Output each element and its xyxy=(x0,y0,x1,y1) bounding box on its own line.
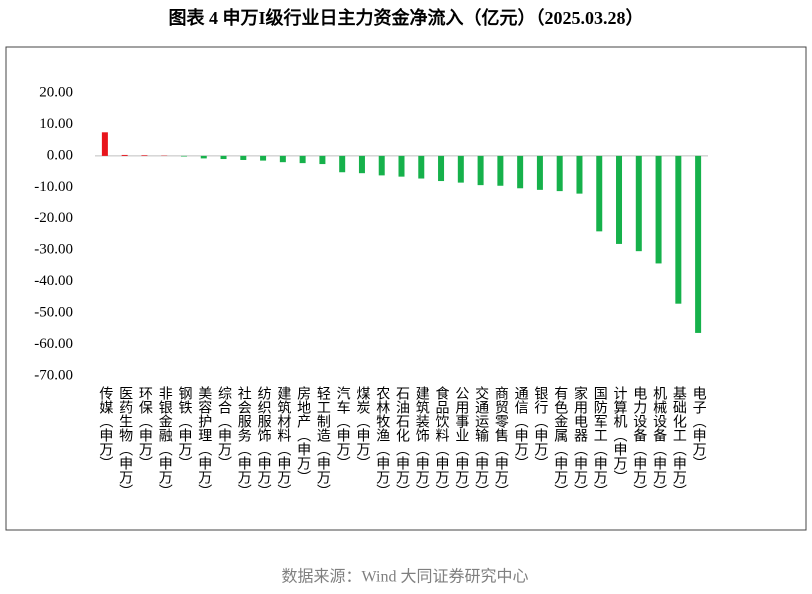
x-tick-label: 机械设备（申万） xyxy=(651,386,667,498)
x-tick-label: 公用事业（申万） xyxy=(453,386,469,498)
bar xyxy=(536,155,543,190)
x-tick-label: 社会服务（申万） xyxy=(236,386,252,498)
x-tick-label: 电力设备（申万） xyxy=(631,386,647,498)
bar xyxy=(299,155,306,164)
x-tick-label: 环保（申万） xyxy=(137,386,153,470)
x-tick-label: 商贸零售（申万） xyxy=(493,386,509,498)
bar xyxy=(260,155,267,161)
x-tick-label: 纺织服饰（申万） xyxy=(256,386,272,498)
x-tick-label: 轻工制造（申万） xyxy=(315,386,331,498)
bar xyxy=(616,155,623,244)
chart-title: 图表 4 申万I级行业日主力资金净流入（亿元）（2025.03.28） xyxy=(168,7,643,28)
y-tick-label: -10.00 xyxy=(34,179,73,195)
bar xyxy=(457,155,464,183)
y-tick-label: -70.00 xyxy=(34,367,73,383)
bar xyxy=(695,155,702,333)
x-tick-label: 美容护理（申万） xyxy=(196,386,212,498)
y-tick-label: -60.00 xyxy=(34,336,73,352)
y-tick-label: -30.00 xyxy=(34,242,73,258)
bar xyxy=(121,154,128,156)
x-tick-label: 国防军工（申万） xyxy=(592,386,608,498)
bar xyxy=(497,155,504,186)
x-tick-label: 非银金融（申万） xyxy=(157,386,173,498)
x-tick-label: 农林牧渔（申万） xyxy=(374,386,390,498)
bar xyxy=(220,155,227,160)
bar xyxy=(378,155,385,176)
y-tick-label: 10.00 xyxy=(39,116,73,132)
bar xyxy=(596,155,603,232)
bar xyxy=(141,155,148,156)
x-tick-label: 房地产（申万） xyxy=(295,386,311,484)
x-tick-label: 传媒（申万） xyxy=(97,386,113,470)
bar xyxy=(279,155,286,163)
y-tick-label: -50.00 xyxy=(34,305,73,321)
bar xyxy=(576,155,583,194)
bar xyxy=(477,155,484,186)
x-tick-label: 通信（申万） xyxy=(513,386,529,470)
x-tick-label: 计算机（申万） xyxy=(612,386,628,484)
x-tick-label: 建筑材料（申万） xyxy=(275,386,291,498)
bar xyxy=(200,155,207,159)
bar xyxy=(319,155,326,165)
bar xyxy=(655,155,662,264)
bar xyxy=(556,155,563,192)
x-tick-label: 综合（申万） xyxy=(216,386,232,470)
bar xyxy=(240,155,247,160)
x-tick-label: 基础化工（申万） xyxy=(671,385,687,498)
x-tick-label: 汽车（申万） xyxy=(335,386,351,470)
y-tick-label: -40.00 xyxy=(34,273,73,289)
x-tick-label: 煤炭（申万） xyxy=(354,386,370,470)
bar xyxy=(438,155,445,182)
x-tick-label: 建筑装饰（申万） xyxy=(414,386,430,498)
x-tick-label: 钢铁（申万） xyxy=(176,386,192,470)
bar xyxy=(418,155,425,179)
bar xyxy=(358,155,365,174)
bar xyxy=(635,155,642,252)
y-tick-label: 20.00 xyxy=(39,84,73,100)
x-tick-label: 有色金属（申万） xyxy=(552,386,568,498)
x-tick-label: 银行（申万） xyxy=(532,386,548,470)
x-tick-label: 家用电器（申万） xyxy=(572,385,588,498)
bar xyxy=(517,155,524,189)
x-tick-label: 交通运输（申万） xyxy=(473,385,489,498)
chart-frame xyxy=(5,46,807,531)
x-tick-label: 电子（申万） xyxy=(691,386,707,470)
bar xyxy=(101,132,108,156)
bar xyxy=(339,155,346,173)
x-tick-label: 石油石化（申万） xyxy=(394,386,410,498)
bar xyxy=(398,155,405,177)
x-tick-label: 食品饮料（申万） xyxy=(434,385,450,498)
y-tick-label: 0.00 xyxy=(47,147,73,163)
bar xyxy=(675,155,682,304)
y-tick-label: -20.00 xyxy=(34,210,73,226)
x-tick-label: 医药生物（申万） xyxy=(117,386,133,498)
source-note: 数据来源：Wind 大同证券研究中心 xyxy=(282,568,529,586)
bar xyxy=(180,155,187,157)
